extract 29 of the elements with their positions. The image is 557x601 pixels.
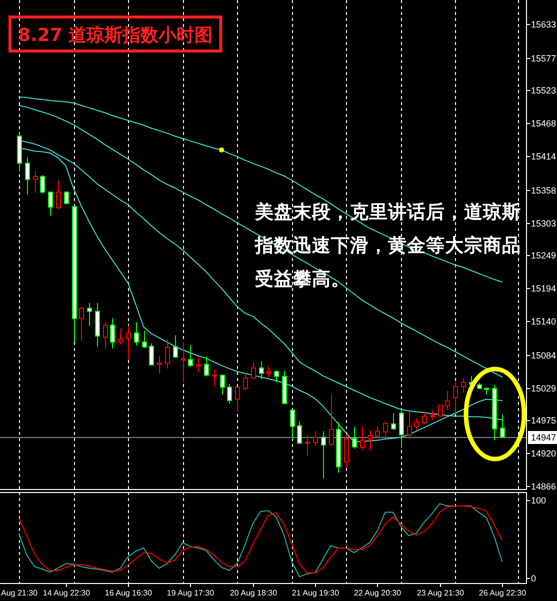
x-tick-label: 19 Aug 17:30 bbox=[166, 588, 215, 598]
y-tick-label: 15029 bbox=[531, 384, 556, 394]
y-tick-label: 100 bbox=[531, 496, 546, 506]
x-tick-label: 21 Aug 19:30 bbox=[292, 588, 340, 598]
text: Aug 21:30 bbox=[1, 588, 38, 598]
text: 8.27 道琼斯指数小时图 bbox=[18, 25, 213, 46]
y-tick-label: 15468 bbox=[531, 118, 556, 128]
line-series bbox=[18, 104, 502, 378]
ref-line-label: 14947 bbox=[531, 432, 556, 442]
x-tick-label: 16 Aug 16:30 bbox=[104, 588, 153, 598]
y-tick-label: 15414 bbox=[531, 152, 556, 162]
y-tick-label: 15358 bbox=[531, 186, 556, 196]
x-tick-label: 26 Aug 22:30 bbox=[478, 588, 527, 598]
y-tick-label: 0 bbox=[531, 574, 536, 584]
y-tick-label: 15303 bbox=[531, 218, 556, 228]
y-tick-label: 15140 bbox=[531, 316, 556, 326]
y-tick-label: 15577 bbox=[531, 54, 556, 64]
x-tick-label: 22 Aug 20:30 bbox=[354, 588, 402, 598]
y-tick-label: 14920 bbox=[531, 448, 556, 458]
y-tick-label: 15194 bbox=[531, 284, 556, 294]
y-tick-label: 15084 bbox=[531, 350, 556, 360]
x-tick-label: 23 Aug 21:30 bbox=[416, 588, 465, 598]
y-tick-label: 14866 bbox=[531, 482, 556, 492]
x-tick-label: 20 Aug 18:30 bbox=[230, 588, 278, 598]
y-tick-label: 15633 bbox=[531, 20, 556, 30]
y-tick-label: 15523 bbox=[531, 86, 556, 96]
x-tick-label: 14 Aug 22:30 bbox=[42, 588, 91, 598]
y-tick-label: 15249 bbox=[531, 250, 556, 260]
y-tick-label: 14975 bbox=[531, 416, 556, 426]
